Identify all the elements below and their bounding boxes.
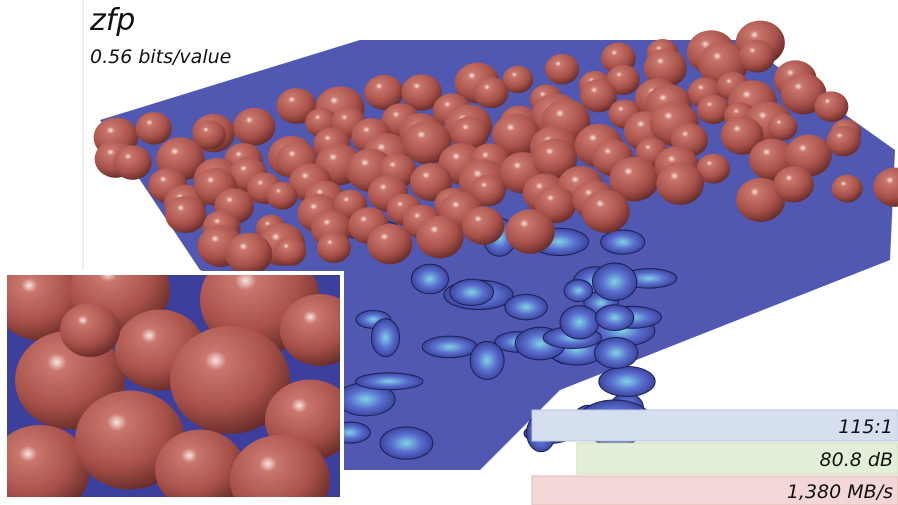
sphere [832,175,863,203]
sphere [267,182,298,210]
sphere [226,233,273,275]
blue-pool [450,279,494,305]
blue-pool [592,263,636,300]
sphere [233,108,275,146]
blue-pool [356,373,423,390]
blue-pool [505,294,548,319]
blue-pool [422,336,477,358]
speed-label: 1,380 MB/s [787,481,893,503]
sphere [774,166,814,202]
blue-pool [596,305,634,331]
title: zfp [89,3,135,38]
sphere [136,112,172,145]
sphere [827,126,861,157]
blue-pool [470,341,504,379]
sphere [274,237,306,266]
subtitle: 0.56 bits/value [90,46,231,68]
sphere [317,232,351,263]
ratio-label: 115:1 [838,416,893,438]
sphere [656,162,703,205]
sphere [545,54,579,85]
blue-pool [599,367,655,397]
sphere [506,209,555,253]
sphere [767,114,797,141]
sphere [367,224,412,265]
sphere [739,40,775,73]
sphere [462,207,504,245]
psnr-label: 80.8 dB [820,449,893,471]
sphere [814,91,848,122]
sphere [165,196,206,233]
figure: zfp 0.56 bits/value 115:1 80.8 dB 1,380 … [0,0,898,505]
sphere [416,216,463,259]
blue-pool [380,427,433,459]
blue-pool [594,337,637,368]
sphere [474,77,509,108]
blue-pool [371,319,399,357]
blue-pool [411,264,448,294]
sphere [582,190,630,233]
inset-sphere [60,303,120,357]
blue-pool [560,306,599,339]
page: zfp 0.56 bits/value 115:1 80.8 dB 1,380 … [0,0,898,505]
blue-pool [601,230,645,254]
sphere [113,145,151,179]
blue-pool [564,280,592,302]
